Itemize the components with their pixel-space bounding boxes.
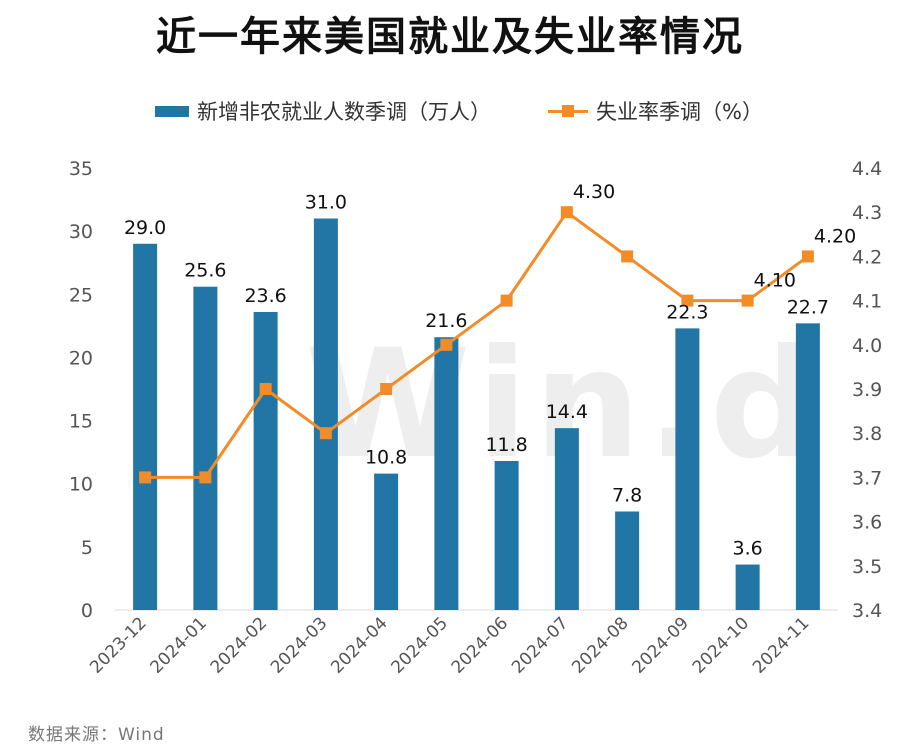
- x-tick-label: 2023-12: [86, 613, 150, 677]
- line-marker: [621, 250, 634, 263]
- bar: [675, 328, 700, 610]
- y-right-tick-label: 4.2: [852, 246, 882, 268]
- line-marker: [319, 427, 332, 440]
- line-marker: [741, 294, 754, 307]
- legend-item-line: 失业率季调（%）: [548, 96, 763, 126]
- bar: [434, 337, 459, 610]
- y-right-tick-label: 3.6: [852, 512, 882, 534]
- bar-data-label: 3.6: [733, 538, 763, 560]
- y-left-tick-label: 10: [69, 474, 93, 496]
- bar-data-label: 14.4: [546, 401, 588, 423]
- bar-data-label: 31.0: [305, 192, 347, 214]
- line-marker: [500, 294, 513, 307]
- y-right-tick-label: 4.4: [852, 158, 882, 180]
- bar-data-label: 21.6: [425, 310, 467, 332]
- bar: [554, 428, 579, 610]
- line-data-label: 4.20: [814, 225, 856, 247]
- x-tick-label: 2024-03: [267, 613, 331, 677]
- line-data-label: 4.30: [573, 181, 615, 203]
- y-right-tick-label: 3.8: [852, 423, 882, 445]
- bar-data-label: 29.0: [124, 217, 166, 239]
- legend-bar-swatch: [155, 105, 189, 117]
- bar-data-label: 11.8: [485, 434, 527, 456]
- bar: [253, 311, 278, 610]
- x-tick-label: 2024-04: [327, 613, 391, 677]
- x-tick-label: 2024-02: [207, 613, 271, 677]
- y-left-tick-label: 20: [69, 347, 93, 369]
- y-right-tick-label: 4.3: [852, 202, 882, 224]
- line-marker: [139, 471, 152, 484]
- x-tick-label: 2024-01: [147, 613, 211, 677]
- legend-item-bar: 新增非农就业人数季调（万人）: [155, 96, 491, 126]
- x-tick-label: 2024-07: [508, 613, 572, 677]
- y-left-tick-label: 5: [81, 537, 93, 559]
- unemployment-line: [145, 210, 809, 479]
- bar-data-label: 10.8: [365, 447, 407, 469]
- y-left-tick-label: 30: [69, 221, 93, 243]
- legend-line-label: 失业率季调（%）: [596, 100, 763, 124]
- bar-data-label: 22.3: [666, 301, 708, 323]
- y-right-tick-label: 3.7: [852, 467, 882, 489]
- line-marker: [681, 294, 694, 307]
- x-tick-label: 2024-06: [448, 613, 512, 677]
- y-right-tick-label: 3.4: [852, 600, 882, 622]
- x-tick-label: 2024-08: [568, 613, 632, 677]
- x-tick-label: 2024-10: [689, 613, 753, 677]
- bar: [193, 286, 218, 610]
- line-marker: [259, 383, 272, 395]
- legend-bar-label: 新增非农就业人数季调（万人）: [197, 100, 491, 124]
- x-tick-label: 2024-05: [388, 613, 452, 677]
- line-marker: [380, 383, 393, 395]
- bar: [313, 218, 338, 610]
- legend-line-swatch: [548, 103, 588, 119]
- y-right-tick-label: 4.1: [852, 291, 882, 313]
- bar-data-label: 22.7: [787, 296, 829, 318]
- bar: [735, 564, 760, 610]
- bar: [494, 460, 519, 610]
- line-marker: [199, 471, 212, 484]
- y-right-tick-label: 4.0: [852, 335, 882, 357]
- y-right-tick-label: 3.5: [852, 556, 882, 578]
- y-left-tick-label: 25: [69, 284, 93, 306]
- line-marker: [801, 250, 814, 263]
- bar: [374, 473, 399, 610]
- y-left-tick-label: 35: [69, 158, 93, 180]
- y-left-tick-label: 15: [69, 411, 93, 433]
- y-left-tick-label: 0: [81, 600, 93, 622]
- bar-data-label: 25.6: [184, 260, 226, 282]
- line-data-label: 4.10: [754, 270, 796, 292]
- bar-data-label: 7.8: [612, 484, 642, 506]
- y-right-tick-label: 3.9: [852, 379, 882, 401]
- x-tick-label: 2024-11: [749, 613, 813, 677]
- source-note: 数据来源：Wind: [28, 725, 165, 745]
- bar-data-label: 23.6: [244, 285, 286, 307]
- bar: [795, 323, 820, 610]
- chart-title: 近一年来美国就业及失业率情况: [156, 14, 744, 60]
- line-marker: [560, 206, 573, 219]
- line-marker: [440, 338, 453, 351]
- bar: [133, 243, 158, 610]
- x-tick-label: 2024-09: [629, 613, 693, 677]
- legend: 新增非农就业人数季调（万人） 失业率季调（%）: [0, 96, 900, 130]
- bar: [615, 511, 640, 610]
